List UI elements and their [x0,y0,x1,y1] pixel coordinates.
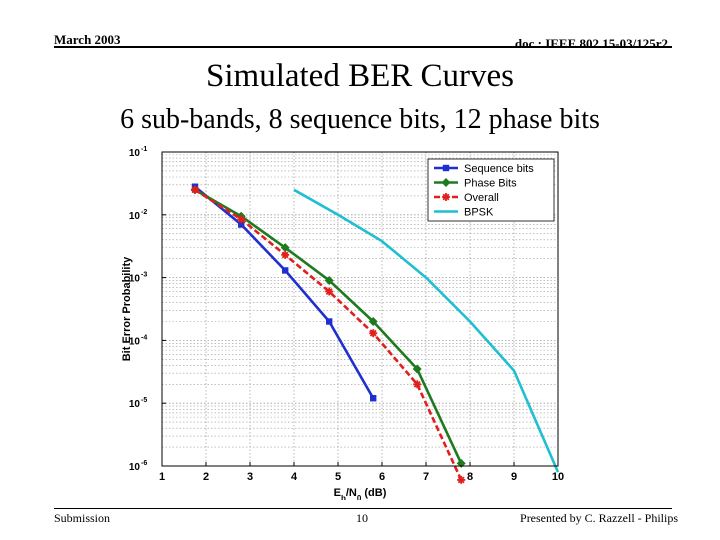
y-tick-exponent: -2 [141,209,147,216]
footer-presenter: Presented by C. Razzell - Philips [520,511,678,525]
data-point [369,329,378,338]
legend-marker [442,193,450,201]
y-tick-label: 10 [129,148,141,159]
y-tick-exponent: -5 [141,397,147,404]
y-tick-label: 10 [129,399,141,410]
y-tick-exponent: -3 [141,272,147,279]
y-tick-label: 10 [129,211,141,222]
x-tick-label: 7 [423,471,429,483]
x-tick-label: 5 [335,471,341,483]
data-point [280,243,290,253]
y-tick-label: 10 [129,274,141,285]
data-point [413,380,422,389]
legend-marker [441,178,451,187]
legend-marker [442,164,450,172]
x-tick-label: 2 [203,471,209,483]
x-tick-label: 4 [291,471,298,483]
legend-label: BPSK [464,207,494,219]
data-point [282,267,289,274]
y-tick-exponent: -1 [141,146,147,153]
x-tick-label: 9 [511,471,517,483]
footer-submission: Submission [54,511,111,525]
header-date: March 2003 [54,32,121,47]
axes [161,151,559,467]
data-point [191,185,199,194]
data-point [457,475,466,484]
data-point [281,250,290,259]
series-layer [190,183,560,484]
slide-subtitle: 6 sub-bands, 8 sequence bits, 12 phase b… [120,104,600,135]
data-point [237,215,246,224]
footer-rule [54,508,672,509]
plot-frame [161,151,559,467]
slide-title: Simulated BER Curves [206,58,514,94]
legend-label: Overall [464,192,499,204]
x-tick-label: 6 [379,471,385,483]
footer-page-number: 10 [356,511,368,525]
header-doc-id: doc.: IEEE 802.15-03/125r2 [514,36,668,51]
data-point [370,395,377,402]
y-axis-label: Bit Error Probability [121,256,133,361]
y-tick-exponent: -4 [141,334,147,341]
data-point [412,364,422,374]
x-tick-label: 1 [159,471,165,483]
x-axis-label: Eb/N0 (dB) [334,487,387,500]
data-point [325,287,334,296]
legend: Sequence bits Phase Bits Overall BPSK [427,158,555,222]
x-tick-label: 8 [467,471,473,483]
legend-label: Phase Bits [464,178,517,190]
x-tick-label: 10 [552,471,564,483]
series-line-bpsk [293,188,560,473]
legend-label: Sequence bits [464,163,534,175]
data-point [324,275,334,285]
header-rule [54,46,672,48]
y-tick-exponent: -6 [141,460,147,467]
axis-labels: Bit Error Probability Eb/N0 (dB) [121,256,387,500]
y-tick-label: 10 [129,462,141,473]
data-point [326,318,333,325]
data-point [368,316,378,326]
data-point [238,221,245,228]
y-tick-label: 10 [129,336,141,347]
x-tick-label: 3 [247,471,253,483]
